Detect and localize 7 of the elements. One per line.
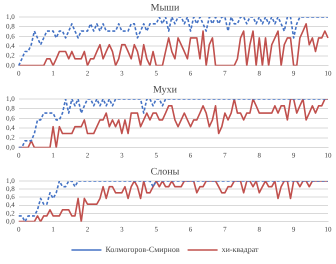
line-series (18, 99, 329, 148)
line-series (18, 181, 329, 222)
chart-title: Слоны (150, 166, 180, 178)
chart-title: Мыши (150, 2, 180, 14)
legend-label: Колмогоров-Смирнов (105, 245, 180, 254)
legend-label: хи-квадрат (222, 245, 260, 254)
chart-title: Мухи (153, 84, 178, 96)
